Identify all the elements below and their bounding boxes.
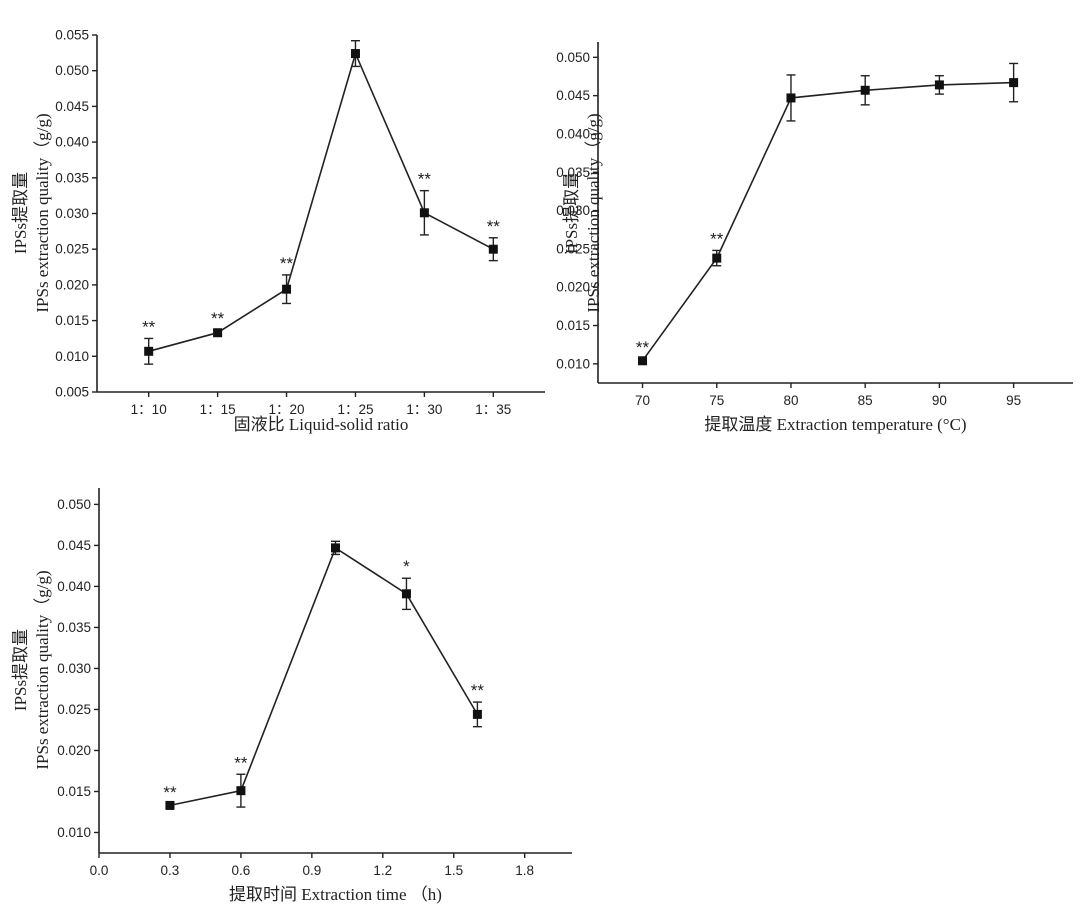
x-axis-title: 固液比 Liquid-solid ratio [234, 415, 409, 434]
x-tick-label: 0.6 [232, 863, 251, 878]
y-axis-title: IPSs提取量 [562, 172, 581, 254]
y-tick-label: 0.010 [57, 825, 91, 840]
y-tick-label: 0.015 [556, 318, 590, 333]
y-tick-label: 0.035 [57, 620, 91, 635]
y-tick-label: 0.045 [57, 538, 91, 553]
y-tick-label: 0.040 [556, 126, 590, 141]
data-point [712, 253, 722, 263]
x-tick-label: 1：25 [337, 402, 373, 417]
significance-label: ** [142, 317, 156, 336]
y-axis-title: IPSs extraction quality（g/g) [584, 113, 603, 312]
x-tick-label: 0.9 [302, 863, 321, 878]
data-point [350, 49, 360, 59]
y-tick-label: 0.040 [55, 135, 89, 150]
x-tick-label: 70 [635, 393, 650, 408]
y-tick-label: 0.020 [57, 743, 91, 758]
y-tick-label: 0.025 [55, 242, 89, 257]
y-tick-label: 0.030 [556, 203, 590, 218]
y-axis-title: IPSs提取量 [11, 629, 30, 711]
y-tick-label: 0.050 [55, 63, 89, 78]
significance-label: ** [234, 753, 248, 772]
data-point [144, 346, 154, 356]
x-tick-label: 1：15 [200, 402, 236, 417]
y-tick-label: 0.015 [57, 784, 91, 799]
y-tick-label: 0.030 [57, 661, 91, 676]
x-tick-label: 1.2 [373, 863, 392, 878]
significance-label: ** [636, 338, 650, 357]
y-tick-label: 0.040 [57, 579, 91, 594]
y-tick-label: 0.035 [556, 165, 590, 180]
data-point [472, 709, 482, 719]
y-tick-label: 0.030 [55, 206, 89, 221]
data-point [165, 800, 175, 810]
x-tick-label: 75 [709, 393, 724, 408]
data-point [860, 85, 870, 95]
x-axis-title: 提取时间 Extraction time （h) [229, 885, 442, 904]
y-tick-label: 0.035 [55, 170, 89, 185]
data-point [419, 208, 429, 218]
significance-label: ** [163, 783, 177, 802]
x-axis-title: 提取温度 Extraction temperature (°C) [704, 415, 966, 434]
y-tick-label: 0.010 [55, 349, 89, 364]
y-tick-label: 0.045 [55, 99, 89, 114]
data-point [1009, 78, 1019, 88]
y-tick-label: 0.020 [556, 280, 590, 295]
y-tick-label: 0.025 [556, 241, 590, 256]
data-point [638, 356, 648, 366]
series-line [641, 81, 1014, 362]
data-point [236, 786, 246, 796]
significance-label: ** [471, 681, 485, 700]
y-tick-label: 0.025 [57, 702, 91, 717]
x-tick-label: 80 [783, 393, 798, 408]
y-axis-title: IPSs extraction quality（g/g) [33, 570, 52, 769]
data-point [934, 80, 944, 90]
y-tick-label: 0.050 [57, 497, 91, 512]
data-point [331, 543, 340, 553]
y-tick-label: 0.005 [55, 385, 89, 400]
significance-label: ** [280, 254, 294, 273]
x-tick-label: 90 [932, 393, 947, 408]
x-tick-label: 0.3 [161, 863, 180, 878]
data-point [401, 589, 411, 599]
y-tick-label: 0.020 [55, 277, 89, 292]
data-point [282, 284, 292, 294]
series-line [148, 51, 494, 353]
significance-label: ** [211, 309, 225, 328]
x-tick-label: 95 [1006, 393, 1021, 408]
x-tick-label: 1：30 [406, 402, 442, 417]
y-tick-label: 0.055 [55, 28, 89, 43]
x-tick-label: 1.8 [515, 863, 534, 878]
y-tick-label: 0.015 [55, 313, 89, 328]
significance-label: ** [487, 217, 501, 236]
x-tick-label: 85 [858, 393, 873, 408]
y-tick-label: 0.050 [556, 50, 590, 65]
significance-label: ** [418, 170, 432, 189]
data-point [213, 328, 223, 338]
y-tick-label: 0.010 [556, 356, 590, 371]
x-tick-label: 1：35 [475, 402, 511, 417]
significance-label: * [403, 557, 410, 576]
x-tick-label: 1.5 [444, 863, 463, 878]
data-point [786, 93, 796, 103]
series-line [169, 546, 479, 807]
y-axis-title: IPSs提取量 [11, 172, 30, 254]
x-tick-label: 1：20 [269, 402, 305, 417]
x-tick-label: 0.0 [90, 863, 109, 878]
data-point [488, 244, 498, 254]
y-axis-title: IPSs extraction quality（g/g) [33, 113, 52, 312]
y-tick-label: 0.045 [556, 88, 590, 103]
x-tick-label: 1：10 [131, 402, 167, 417]
significance-label: ** [710, 229, 724, 248]
